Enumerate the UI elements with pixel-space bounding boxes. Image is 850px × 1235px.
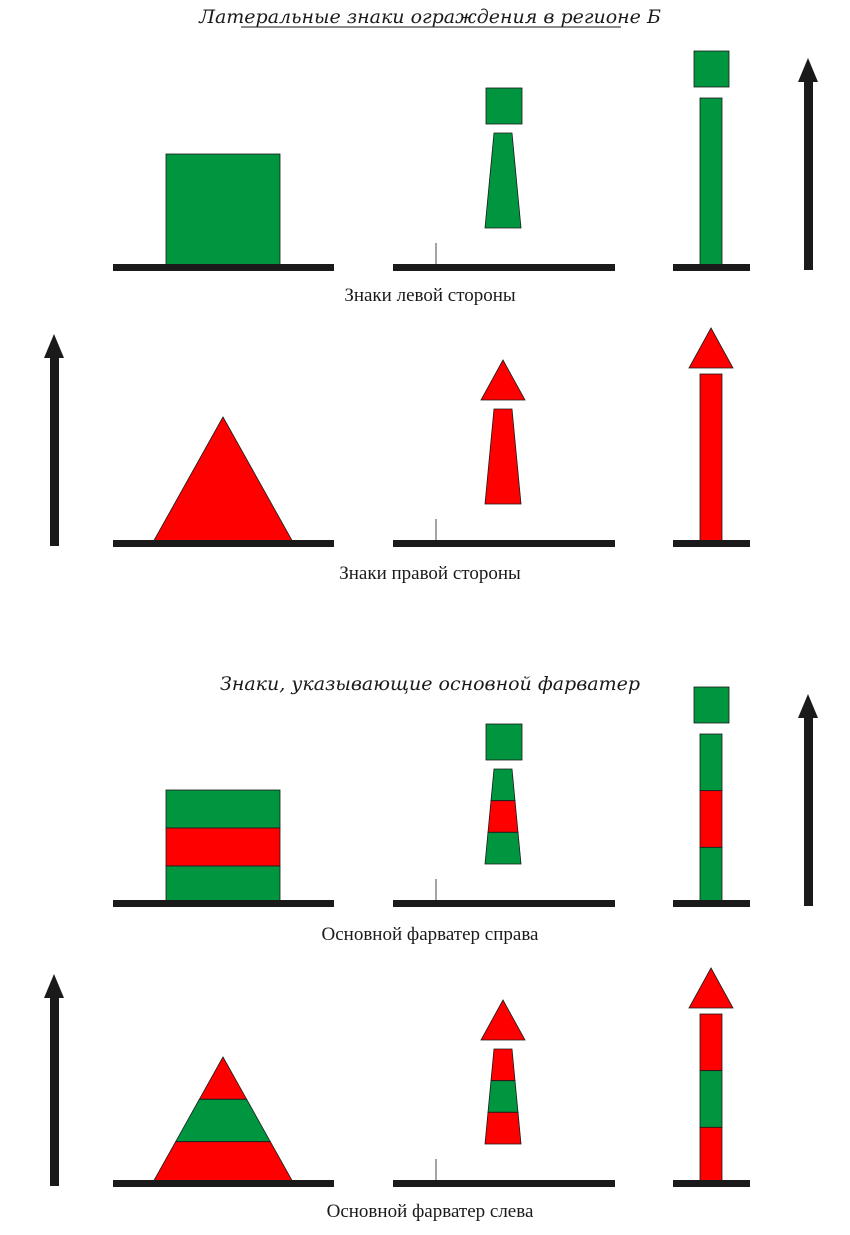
preferred-left-row-spar-band-2 [699, 1070, 723, 1128]
diagram-title: Латеральные знаки ограждения в регионе Б [198, 6, 661, 28]
preferred-right-row-spar-band-3 [699, 846, 723, 905]
preferred-right-row-buoy-topmark-square [485, 723, 523, 761]
preferred-right-row-base-line-3 [673, 900, 750, 907]
left-side-row-spar-topmark-square [693, 50, 730, 88]
preferred-left-row-cone-band-2 [174, 1098, 272, 1143]
caption-preferred-right: Основной фарватер справа [322, 924, 540, 945]
preferred-left-row-base-line-2 [393, 1180, 615, 1187]
preferred-right-row-buoy-tower-band-3 [484, 831, 522, 865]
preferred-left-row-direction-arrow-shaft [50, 996, 59, 1186]
right-side-row-buoy-topmark-triangle [480, 359, 526, 401]
preferred-right-row-spar-band-2 [699, 790, 723, 848]
left-side-row-can-band-1 [165, 153, 281, 269]
preferred-right-row-spar-band-1 [699, 733, 723, 792]
preferred-right-row-can-band-1 [165, 789, 281, 829]
right-side-row-buoy-tower-band-1 [484, 408, 522, 505]
preferred-left-row-buoy-topmark-triangle [480, 999, 526, 1041]
preferred-left-row-direction-arrow-head [44, 974, 64, 998]
marks-layer [44, 50, 818, 1187]
preferred-right-row-base-line-1 [113, 900, 334, 907]
preferred-left-row-buoy-tower-band-3 [484, 1111, 522, 1145]
right-side-row-direction-arrow-head [44, 334, 64, 358]
preferred-left-row-cone-band-1 [198, 1056, 248, 1100]
left-side-row-spar-band-1 [699, 97, 723, 269]
preferred-right-row-can-band-2 [165, 827, 281, 867]
preferred-left-row-spar-topmark-triangle [688, 967, 734, 1009]
left-side-row-base-line-3 [673, 264, 750, 271]
left-side-row-buoy-tower-band-1 [484, 132, 522, 229]
right-side-row-base-line-2 [393, 540, 615, 547]
preferred-left-row-base-line-3 [673, 1180, 750, 1187]
preferred-right-row-spar-topmark-square [693, 686, 730, 724]
preferred-right-row-can-band-3 [165, 865, 281, 905]
right-side-row-base-line-3 [673, 540, 750, 547]
preferred-right-row-buoy-tower-band-1 [490, 768, 516, 802]
preferred-right-row-direction-arrow-head [798, 694, 818, 718]
caption-preferred-left: Основной фарватер слева [327, 1201, 534, 1222]
left-side-row-direction-arrow-shaft [804, 80, 813, 270]
preferred-left-row-spar-band-3 [699, 1126, 723, 1185]
right-side-row-base-line-1 [113, 540, 334, 547]
left-side-row-buoy-topmark-square [485, 87, 523, 125]
caption-right-side: Знаки правой стороны [339, 563, 521, 584]
preferred-right-row-direction-arrow-shaft [804, 716, 813, 906]
right-side-row-direction-arrow-shaft [50, 356, 59, 546]
preferred-right-row-buoy-tower-band-2 [487, 800, 519, 833]
right-side-row-spar-topmark-triangle [688, 327, 734, 369]
left-side-row-base-line-1 [113, 264, 334, 271]
preferred-left-row-cone-band-3 [151, 1141, 295, 1185]
preferred-left-row-buoy-tower-band-2 [487, 1080, 519, 1113]
caption-left-side: Знаки левой стороны [344, 285, 516, 306]
right-side-row-cone-band-1 [151, 416, 295, 545]
preferred-right-row-base-line-2 [393, 900, 615, 907]
preferred-left-row-base-line-1 [113, 1180, 334, 1187]
right-side-row-spar-band-1 [699, 373, 723, 545]
left-side-row-base-line-2 [393, 264, 615, 271]
caption-preferred-heading: Знаки, указывающие основной фарватер [220, 673, 640, 695]
preferred-left-row-spar-band-1 [699, 1013, 723, 1072]
left-side-row-direction-arrow-head [798, 58, 818, 82]
preferred-left-row-buoy-tower-band-1 [490, 1048, 516, 1082]
